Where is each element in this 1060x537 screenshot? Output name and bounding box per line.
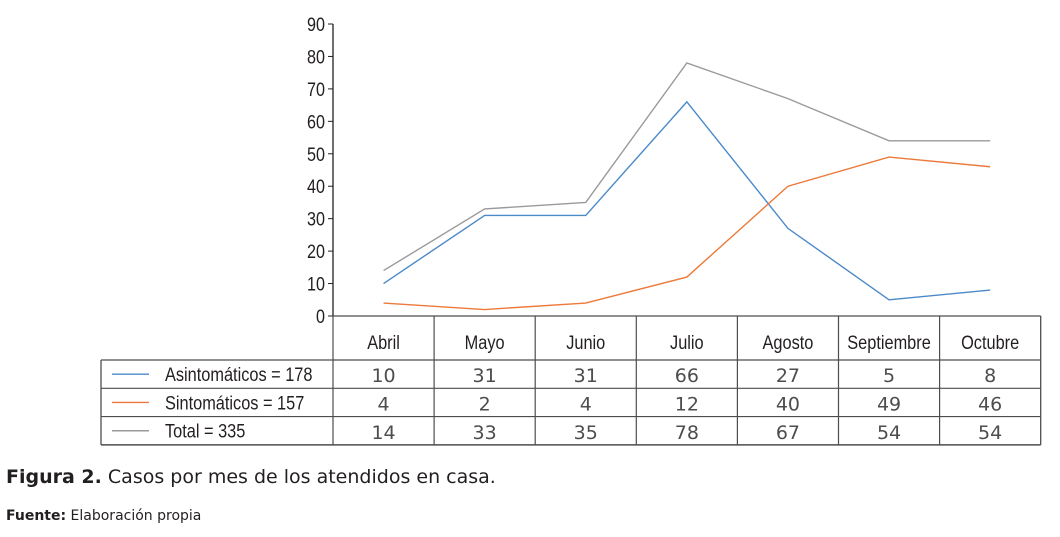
series-line-0 xyxy=(383,100,991,301)
y-tick-label: 40 xyxy=(307,176,325,198)
y-tick-label: 60 xyxy=(307,111,325,133)
table-cell-value: 49 xyxy=(877,393,901,415)
figure-source: Fuente: Elaboración propia xyxy=(6,508,201,524)
source-text: Elaboración propia xyxy=(66,508,202,524)
series-line-1 xyxy=(383,156,991,311)
y-tick-label: 10 xyxy=(307,273,325,295)
data-table: Abril Mayo Junio Julio Agosto Septiembre Octub… xyxy=(100,315,1042,446)
legend-label: Asintomáticos = 178 xyxy=(165,364,313,385)
y-tick-label: 70 xyxy=(307,79,325,101)
table-cell-value: 31 xyxy=(574,365,598,387)
table-cell-value: 31 xyxy=(473,365,497,387)
legend-label: Sintomáticos = 157 xyxy=(165,392,304,413)
table-cell-value: 33 xyxy=(473,422,497,444)
table-cell-value: 54 xyxy=(978,422,1002,444)
x-tick-label: Octubre xyxy=(961,332,1019,353)
figure-caption: Figura 2. Casos por mes de los atendidos… xyxy=(6,466,496,488)
x-tick-label: Junio xyxy=(566,332,605,353)
table-cell-value: 5 xyxy=(883,365,895,387)
caption-text: Casos por mes de los atendidos en casa. xyxy=(101,466,496,488)
table-cell-value: 66 xyxy=(675,365,699,387)
y-tick-label: 90 xyxy=(307,14,325,36)
table-cell-value: 4 xyxy=(378,393,390,415)
table-cell-value: 46 xyxy=(978,393,1002,415)
table-cell-value: 27 xyxy=(776,365,800,387)
caption-label: Figura 2. xyxy=(6,466,102,488)
x-tick-label: Abril xyxy=(367,332,400,353)
source-label: Fuente: xyxy=(6,508,67,524)
table-cell-value: 2 xyxy=(479,393,491,415)
table-cell-value: 8 xyxy=(984,365,996,387)
table-cell-value: 35 xyxy=(574,422,598,444)
series-lines xyxy=(383,62,991,311)
x-tick-label: Septiembre xyxy=(847,332,931,353)
table-cell-value: 78 xyxy=(675,422,699,444)
x-tick-label: Agosto xyxy=(763,332,814,353)
legend-label: Total = 335 xyxy=(165,421,245,442)
y-tick-label: 20 xyxy=(307,241,325,263)
table-cell-value: 54 xyxy=(877,422,901,444)
x-tick-label: Julio xyxy=(670,332,704,353)
y-tick-label: 0 xyxy=(316,306,325,328)
y-tick-label: 80 xyxy=(307,46,325,68)
y-axis: 0 10 20 30 40 50 60 70 80 90 xyxy=(307,14,334,328)
x-tick-label: Mayo xyxy=(465,332,505,353)
table-cell-value: 67 xyxy=(776,422,800,444)
table-cell-value: 10 xyxy=(371,365,395,387)
series-line-2 xyxy=(383,62,991,272)
table-cell-value: 40 xyxy=(776,393,800,415)
table-cell-value: 14 xyxy=(371,422,395,444)
y-tick-label: 30 xyxy=(307,208,325,230)
table-cell-value: 4 xyxy=(580,393,592,415)
y-tick-label: 50 xyxy=(307,144,325,166)
table-cell-value: 12 xyxy=(675,393,699,415)
